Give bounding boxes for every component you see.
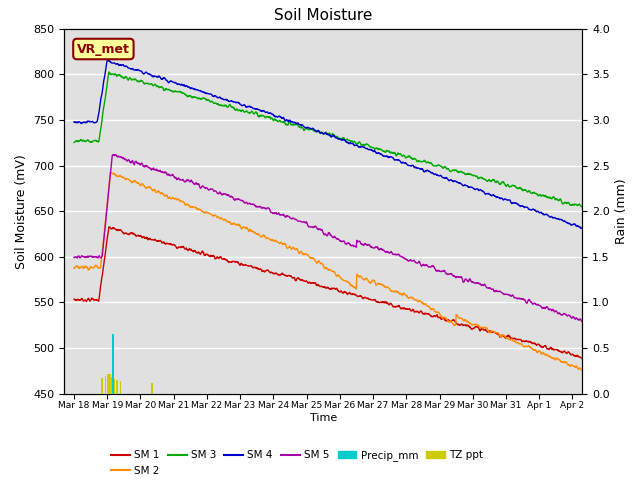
SM 3	[195, 96, 203, 101]
Y-axis label: Soil Moisture (mV): Soil Moisture (mV)	[15, 154, 28, 269]
Line: SM 3: SM 3	[74, 72, 589, 210]
SM 4	[578, 225, 586, 231]
Text: VR_met: VR_met	[77, 43, 130, 56]
Line: SM 1: SM 1	[74, 227, 589, 360]
SM 5	[110, 152, 118, 157]
Bar	[111, 377, 113, 394]
Legend: SM 1, SM 2, SM 3, SM 4, SM 5, Precip_mm, TZ ppt: SM 1, SM 2, SM 3, SM 4, SM 5, Precip_mm,…	[107, 446, 488, 480]
Bar	[107, 374, 109, 394]
SM 1	[578, 356, 586, 361]
SM 2	[578, 367, 586, 373]
SM 3	[578, 204, 586, 210]
Line: SM 4: SM 4	[74, 60, 589, 231]
SM 4	[308, 125, 316, 131]
SM 3	[248, 108, 255, 114]
SM 3	[70, 140, 78, 145]
SM 5	[585, 321, 593, 327]
Bar	[114, 379, 115, 394]
Bar	[120, 381, 121, 394]
SM 3	[308, 126, 316, 132]
SM 1	[488, 329, 496, 335]
SM 1	[308, 280, 316, 286]
Y-axis label: Rain (mm): Rain (mm)	[616, 179, 628, 244]
SM 4	[195, 88, 203, 94]
SM 1	[248, 264, 255, 269]
SM 1	[70, 296, 78, 302]
SM 3	[585, 206, 593, 212]
SM 1	[105, 224, 113, 229]
Title: Soil Moisture: Soil Moisture	[274, 9, 372, 24]
SM 1	[585, 357, 593, 362]
SM 5	[248, 201, 255, 207]
Line: SM 2: SM 2	[74, 172, 589, 373]
Bar	[113, 335, 114, 394]
X-axis label: Time: Time	[310, 413, 337, 423]
Bar	[151, 383, 153, 394]
SM 2	[585, 370, 593, 375]
SM 4	[585, 228, 593, 234]
Bar	[105, 376, 106, 394]
SM 3	[105, 69, 113, 75]
SM 5	[488, 286, 496, 292]
SM 4	[488, 193, 496, 199]
SM 1	[584, 357, 592, 363]
SM 2	[585, 370, 593, 376]
SM 4	[340, 138, 348, 144]
Bar	[116, 380, 118, 394]
SM 2	[248, 228, 255, 234]
SM 4	[248, 104, 255, 110]
Line: SM 5: SM 5	[74, 155, 589, 324]
SM 2	[195, 206, 203, 212]
SM 5	[70, 254, 78, 260]
SM 4	[104, 57, 111, 62]
SM 5	[195, 182, 203, 188]
SM 1	[340, 289, 348, 295]
SM 3	[488, 178, 496, 183]
SM 2	[107, 169, 115, 175]
SM 5	[340, 239, 348, 244]
SM 3	[584, 207, 592, 213]
SM 1	[195, 250, 203, 255]
SM 4	[70, 119, 78, 125]
SM 5	[578, 319, 586, 324]
Bar	[102, 378, 103, 394]
SM 2	[308, 255, 316, 261]
Bar	[109, 373, 111, 394]
SM 5	[308, 225, 316, 230]
SM 2	[488, 328, 496, 334]
SM 2	[340, 278, 348, 284]
SM 2	[70, 265, 78, 271]
SM 3	[340, 136, 348, 142]
